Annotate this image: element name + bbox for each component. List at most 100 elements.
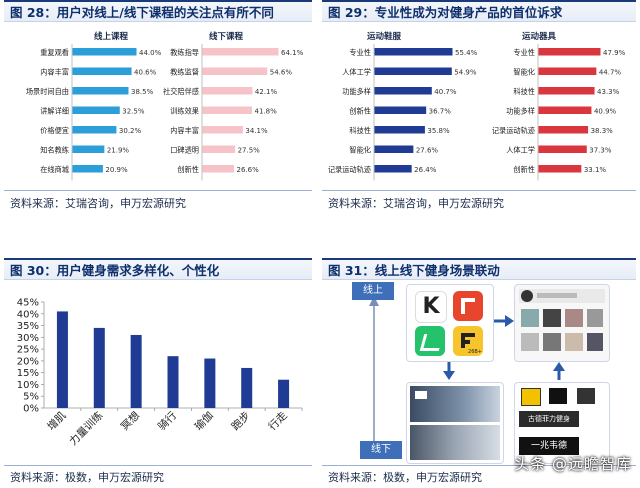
- offline-course-category-label: 教练指导: [170, 48, 199, 57]
- online-course-value-label: 40.6%: [134, 69, 157, 77]
- fig28-panel: 图 28：用户对线上/线下课程的关注点有所不同 线上课程 线下课程 重复观看 44…: [4, 0, 312, 215]
- x-tick-label: 骑行: [155, 409, 179, 433]
- demand-bar: [167, 356, 179, 408]
- clothing-category-label: 科技性: [349, 126, 371, 135]
- clothing-bar: [374, 145, 414, 153]
- y-tick-label: 10%: [17, 380, 39, 391]
- yellow-app-icon: 26B+: [453, 326, 483, 356]
- online-course-value-label: 44.0%: [139, 49, 162, 57]
- clothing-value-label: 54.9%: [454, 69, 477, 77]
- online-course-value-label: 20.9%: [105, 166, 128, 174]
- clothing-category-label: 功能多样: [342, 87, 371, 96]
- demand-bar: [204, 358, 216, 408]
- equipment-value-label: 44.7%: [599, 69, 622, 77]
- online-course-category-label: 内容丰富: [40, 68, 69, 77]
- x-tick-label: 增肌: [45, 409, 69, 433]
- offline-course-category-label: 创新性: [177, 165, 199, 174]
- equipment-bar: [538, 165, 582, 173]
- clothing-value-label: 35.8%: [427, 127, 450, 135]
- offline-course-value-label: 34.1%: [245, 127, 268, 135]
- online-course-category-label: 场景时间自由: [26, 87, 69, 96]
- fig29-rule: [322, 190, 636, 191]
- online-course-bar: [72, 145, 105, 153]
- offline-gym-photos: [406, 382, 504, 464]
- apps-to-gym-arrow: [443, 362, 455, 380]
- equipment-category-label: 人体工学: [506, 146, 535, 155]
- online-course-category-label: 重复观看: [40, 48, 69, 57]
- gym-photo-bottom: [410, 425, 500, 460]
- fig28-offline-chart: 教练指导 64.1% 教练监督 54.6% 社交陪伴感 42.1% 训练效果 41.8% 内容丰…: [163, 44, 304, 181]
- clothing-bar: [374, 67, 452, 75]
- demand-bar: [278, 379, 290, 408]
- y-tick-label: 40%: [17, 309, 39, 320]
- fig28-title: 图 28：用户对线上/线下课程的关注点有所不同: [4, 0, 312, 22]
- offline-course-bar: [202, 87, 253, 95]
- offline-course-bar: [202, 67, 268, 75]
- offline-course-category-label: 训练效果: [170, 107, 199, 116]
- brand-logo-yellow-icon: [521, 388, 541, 406]
- fig31-source: 资料来源：极数，申万宏源研究: [328, 471, 482, 484]
- offline-course-bar: [202, 126, 243, 134]
- clothing-category-label: 记录运动轨迹: [328, 165, 371, 174]
- offline-course-bar: [202, 165, 235, 173]
- store-sign: 一兆韦德: [519, 437, 579, 455]
- x-tick-label: 冥想: [118, 409, 142, 433]
- online-tag: 线上: [352, 282, 394, 300]
- y-tick-label: 0%: [23, 404, 39, 415]
- x-tick-label: 力量训练: [67, 409, 106, 448]
- x-tick-label: 跑步: [229, 409, 253, 433]
- offline-course-value-label: 26.6%: [237, 166, 260, 174]
- fig30-panel: 图 30：用户健身需求多样化、个性化 0% 5% 10% 15% 20% 25% 30% 35…: [4, 258, 312, 488]
- equipment-category-label: 专业性: [513, 48, 535, 57]
- fig28-online-label: 线上课程: [94, 32, 129, 42]
- brand-logo-kt-icon: [577, 388, 595, 404]
- online-course-value-label: 21.9%: [107, 147, 130, 155]
- online-course-value-label: 30.2%: [119, 127, 142, 135]
- demand-bar: [93, 327, 105, 408]
- offline-course-bar: [202, 106, 253, 114]
- offline-course-value-label: 27.5%: [238, 147, 261, 155]
- offline-course-bar: [202, 48, 279, 56]
- equipment-value-label: 40.9%: [594, 108, 617, 116]
- demand-bar: [130, 334, 142, 408]
- online-course-bar: [72, 67, 132, 75]
- clothing-value-label: 36.7%: [429, 108, 452, 116]
- fig29-panel: 图 29：专业性成为对健身产品的首位诉求 运动鞋服 运动器具 专业性 55.4% 人…: [322, 0, 636, 215]
- offline-course-value-label: 42.1%: [255, 88, 278, 96]
- store-logo-text: 古德菲力健身: [519, 411, 579, 427]
- online-course-category-label: 讲解详细: [40, 107, 69, 116]
- equipment-value-label: 37.3%: [589, 147, 612, 155]
- fig29-equipment-label: 运动器具: [522, 32, 557, 42]
- equipment-value-label: 47.9%: [603, 49, 626, 57]
- equipment-category-label: 功能多样: [506, 107, 535, 116]
- equipment-bar: [538, 145, 587, 153]
- clothing-category-label: 创新性: [349, 107, 371, 116]
- online-course-bar: [72, 87, 129, 95]
- equipment-bar: [538, 106, 592, 114]
- online-course-category-label: 价格便宜: [40, 126, 69, 135]
- online-offline-link-arrow: [369, 296, 379, 453]
- clothing-category-label: 专业性: [349, 48, 371, 57]
- x-tick-label: 瑜伽: [192, 409, 216, 433]
- fig30-rule: [4, 465, 312, 466]
- clothing-value-label: 55.4%: [455, 49, 478, 57]
- offline-course-category-label: 社交陪伴感: [163, 87, 199, 96]
- demand-bar: [241, 367, 253, 408]
- fig28-source: 资料来源：艾瑞咨询，申万宏源研究: [10, 197, 186, 210]
- offline-course-category-label: 口碑透明: [170, 146, 199, 155]
- online-course-category-label: 知名教练: [40, 146, 69, 155]
- brands-to-store-arrow: [553, 362, 565, 380]
- online-course-bar: [72, 106, 120, 114]
- clothing-bar: [374, 48, 453, 56]
- online-course-value-label: 32.5%: [122, 108, 145, 116]
- online-course-bar: [72, 126, 117, 134]
- equipment-value-label: 43.3%: [597, 88, 620, 96]
- equipment-category-label: 记录运动轨迹: [492, 126, 535, 135]
- offline-course-value-label: 64.1%: [281, 49, 304, 57]
- fig28-online-chart: 重复观看 44.0% 内容丰富 40.6% 场景时间自由 38.5% 讲解详细 32.5% 价格…: [26, 44, 162, 181]
- y-tick-label: 15%: [17, 368, 39, 379]
- equipment-value-label: 38.3%: [591, 127, 614, 135]
- clothing-bar: [374, 165, 412, 173]
- fig31-rule: [322, 465, 636, 466]
